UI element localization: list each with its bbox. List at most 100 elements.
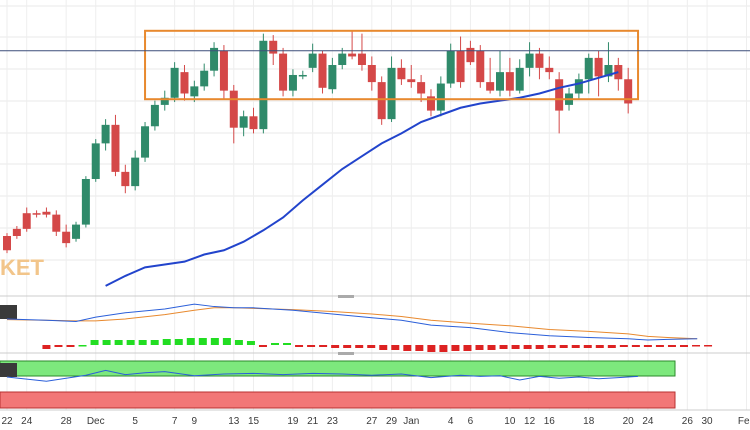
candle-body [446, 50, 455, 84]
candle-body [121, 171, 130, 187]
x-tick-label: 28 [61, 416, 73, 427]
histogram-bar [403, 345, 412, 351]
x-tick-label: 21 [307, 416, 319, 427]
candle [555, 72, 564, 134]
overlays [0, 29, 750, 287]
histogram-bar [343, 345, 352, 348]
histogram-bar [679, 345, 688, 347]
candle-body [62, 231, 71, 244]
candle [496, 50, 504, 97]
histogram-bar [210, 338, 219, 345]
histogram-bar [559, 345, 568, 348]
candle-body [298, 74, 307, 77]
x-tick-label: Dec [87, 416, 105, 427]
candle-body [515, 67, 524, 91]
candle-body [42, 211, 51, 215]
x-tick-label: 9 [192, 416, 198, 427]
candle-body [505, 72, 514, 91]
histogram-bar [234, 340, 243, 345]
candle [170, 62, 179, 103]
histogram-bar [583, 345, 592, 348]
candle-body [574, 79, 583, 94]
candle [486, 57, 495, 94]
candle [436, 76, 445, 117]
indicator-panels [0, 295, 750, 409]
candle [417, 74, 426, 103]
histogram-bar [66, 345, 75, 347]
x-axis: 22 24 28 Dec 5 7 9 13 15 19 21 23 27 29 Jan 4 6 10 12 16 18 2… [0, 409, 750, 427]
candle [387, 56, 396, 122]
histogram-bar [319, 345, 328, 347]
candle [466, 40, 475, 65]
candle-body [72, 224, 81, 239]
histogram-bar [667, 345, 676, 347]
candle-body [397, 67, 406, 80]
x-tick-label: 12 [524, 416, 536, 427]
histogram-bar [547, 345, 556, 348]
watermark: KET [0, 255, 45, 280]
candle [131, 150, 140, 191]
histogram-bar [126, 340, 135, 345]
x-tick-label: 22 [1, 416, 13, 427]
candle-body [170, 67, 179, 98]
candle [12, 226, 21, 239]
panel1-label-tab [0, 305, 17, 319]
candle-body [496, 72, 504, 91]
candle-body [417, 82, 426, 94]
candle-body [535, 53, 544, 68]
x-tick-label: 24 [642, 416, 654, 427]
candle [91, 139, 100, 182]
candle [377, 76, 386, 125]
candle-body [367, 65, 376, 83]
candle-body [259, 40, 268, 130]
histogram-bar [415, 345, 424, 351]
candle [584, 53, 593, 94]
candle [525, 42, 534, 77]
histogram-bar [114, 340, 123, 345]
candle [318, 50, 327, 94]
histogram-bar [186, 338, 195, 345]
x-tick-label: 27 [366, 416, 378, 427]
x-tick-label: 6 [468, 416, 474, 427]
histogram-bar [439, 345, 448, 352]
candle [407, 65, 416, 88]
candle [111, 114, 120, 177]
candle [288, 69, 297, 97]
histogram-bar [295, 345, 304, 347]
moving-average-line [105, 71, 619, 287]
candle [426, 89, 435, 117]
candle-body [308, 53, 317, 68]
candle-body [387, 67, 396, 120]
histogram-bar [222, 338, 231, 345]
histogram-bar [523, 345, 532, 349]
candle [72, 221, 81, 242]
histogram-bar [595, 345, 604, 348]
candle [476, 45, 485, 88]
candlestick-series [3, 30, 633, 254]
candle-body [52, 214, 61, 232]
candle [121, 164, 130, 194]
candle [81, 176, 90, 228]
candle [229, 84, 238, 144]
consolidation-box [144, 29, 640, 101]
candle [535, 47, 544, 80]
candle [367, 56, 376, 91]
x-tick-label: 7 [172, 416, 178, 427]
candle [3, 233, 11, 254]
candle [328, 57, 337, 94]
candle-body [604, 65, 613, 77]
histogram-bar [138, 340, 147, 345]
panel-resize-handle [338, 295, 354, 298]
panel-resize-handle [338, 352, 354, 355]
histogram-bar [475, 345, 484, 350]
candle [150, 100, 159, 131]
histogram-bar [102, 340, 111, 345]
histogram-bar [619, 345, 628, 347]
candle-body [357, 53, 366, 65]
candle-body [594, 57, 603, 77]
candle-body [407, 79, 416, 83]
candle [515, 59, 524, 94]
candle-body [229, 90, 238, 128]
histogram-bar [198, 338, 207, 345]
candle-body [279, 53, 288, 91]
